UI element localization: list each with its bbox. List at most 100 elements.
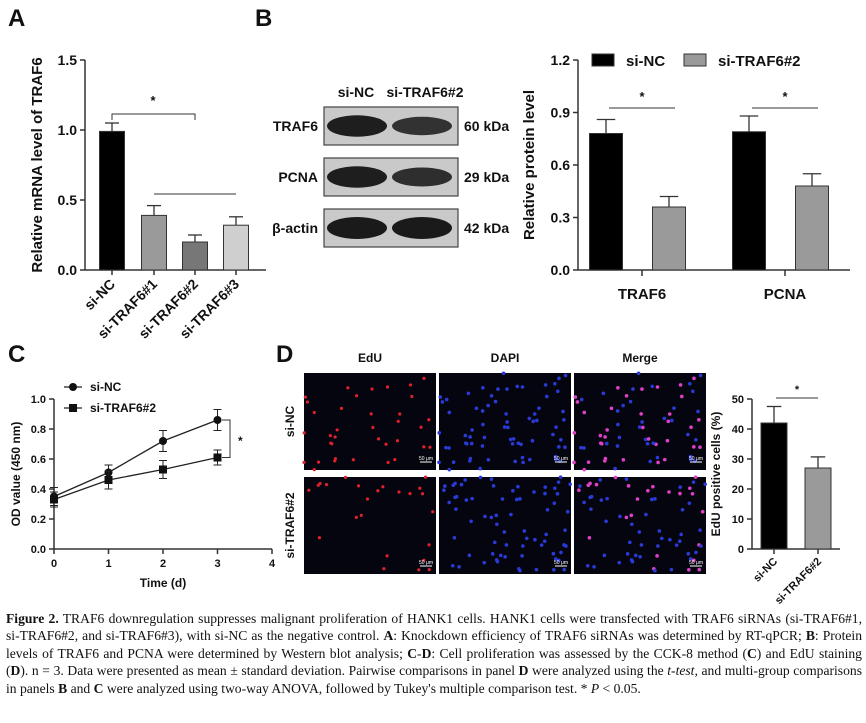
dapi-nucleus — [474, 406, 479, 411]
merge-cell — [699, 544, 703, 548]
data-point — [213, 453, 222, 462]
dapi-nucleus — [468, 456, 473, 461]
blot-column-label: si-TRAF6#2 — [386, 84, 463, 100]
data-point — [50, 495, 58, 504]
data-point — [159, 465, 167, 474]
dapi-nucleus — [568, 482, 572, 487]
merge-cell — [688, 381, 692, 386]
caption-text: B — [58, 680, 68, 696]
caption-label: Figure 2. — [6, 611, 59, 626]
merge-cell — [618, 514, 622, 519]
y-tick-label: 0.0 — [31, 544, 46, 556]
caption-text: A — [383, 628, 394, 644]
edu-cell — [359, 513, 363, 517]
dapi-nucleus — [466, 391, 471, 396]
y-tick-label: 0.0 — [551, 262, 571, 278]
merge-cell — [692, 558, 696, 563]
edu-cell — [356, 484, 361, 488]
dapi-nucleus — [494, 513, 499, 518]
edu-cell — [431, 510, 435, 514]
dapi-nucleus — [490, 552, 495, 556]
caption-text: C — [407, 645, 418, 661]
microscopy-image — [439, 373, 571, 470]
y-tick-label: 1.0 — [31, 394, 46, 406]
dapi-nucleus — [551, 432, 555, 437]
merge-cell — [586, 460, 591, 464]
scale-bar-label: 50 μm — [689, 456, 703, 462]
dapi-nucleus — [443, 484, 447, 488]
merge-cell — [579, 397, 584, 402]
merge-cell — [640, 420, 644, 424]
y-tick-label: 0 — [738, 544, 744, 556]
y-tick-label: 0.6 — [31, 454, 46, 466]
microscopy-column-label: EdU — [358, 351, 382, 365]
merge-cell — [668, 537, 672, 542]
bar — [589, 133, 623, 271]
dapi-nucleus — [467, 553, 472, 558]
figure-canvas: A B C D 0.0 0.5 1.0 1.5 Relative mRNA level … — [8, 5, 850, 605]
significance-star: * — [795, 384, 800, 396]
dapi-nucleus — [527, 457, 532, 462]
edu-cell — [316, 460, 321, 464]
edu-cell — [302, 431, 306, 435]
merge-cell — [688, 557, 693, 561]
merge-cell — [603, 456, 608, 461]
merge-cell — [602, 553, 607, 558]
caption-text: D — [518, 663, 529, 679]
y-tick-label: 0.3 — [551, 210, 571, 226]
merge-cell — [655, 385, 660, 389]
microscopy-image — [304, 373, 436, 470]
merge-cell — [646, 488, 650, 493]
edu-cell — [333, 456, 338, 461]
merge-cell — [687, 567, 691, 572]
dapi-nucleus — [506, 425, 510, 430]
edu-cell — [365, 497, 370, 501]
caption-text: C — [746, 645, 757, 661]
dapi-nucleus — [552, 567, 556, 572]
dapi-nucleus — [562, 417, 566, 422]
series-line — [53, 419, 218, 498]
dapi-nucleus — [543, 491, 547, 496]
merge-cell — [589, 507, 593, 511]
merge-cell — [601, 391, 606, 396]
x-tick-label: 0 — [51, 558, 57, 570]
merge-cell — [636, 371, 641, 376]
dapi-nucleus — [516, 441, 521, 446]
figure-caption: Figure 2. TRAF6 downregulation suppresse… — [6, 610, 862, 697]
dapi-nucleus — [504, 412, 508, 416]
y-tick-label: 0.5 — [58, 192, 78, 208]
blot-band — [327, 217, 387, 239]
bar — [795, 185, 829, 271]
merge-cell — [626, 484, 631, 488]
scale-bar-label: 50 μm — [419, 560, 433, 566]
dapi-nucleus — [486, 403, 490, 408]
y-tick-label: 40 — [732, 424, 744, 436]
dapi-nucleus — [524, 536, 529, 541]
dapi-nucleus — [552, 501, 557, 506]
dapi-nucleus — [491, 484, 496, 488]
dapi-nucleus — [501, 371, 506, 376]
dapi-nucleus — [534, 567, 539, 572]
merge-cell — [605, 428, 609, 432]
merge-cell — [617, 560, 622, 565]
blot-band — [327, 166, 387, 188]
merge-cell — [582, 500, 586, 505]
significance-star: * — [782, 89, 788, 104]
merge-cell — [624, 393, 629, 398]
dapi-nucleus — [486, 457, 491, 462]
chart-b: 0.0 0.3 0.6 0.9 1.2 Relative protein level * TR… — [521, 52, 850, 303]
panel-letter-b: B — [255, 5, 272, 32]
merge-cell — [588, 481, 592, 486]
dapi-nucleus — [504, 543, 509, 547]
merge-cell — [696, 409, 700, 414]
dapi-nucleus — [520, 455, 525, 460]
edu-cell — [335, 428, 339, 432]
dapi-nucleus — [553, 486, 557, 491]
dapi-nucleus — [447, 446, 451, 450]
caption-text: : Cell proliferation was assessed by the… — [431, 645, 747, 661]
caption-text: TRAF6 downregulation suppresses malignan… — [6, 611, 862, 644]
blot-size-label: 42 kDa — [464, 220, 509, 236]
merge-cell — [645, 441, 650, 446]
merge-cell — [703, 482, 707, 487]
edu-cell — [302, 460, 306, 464]
